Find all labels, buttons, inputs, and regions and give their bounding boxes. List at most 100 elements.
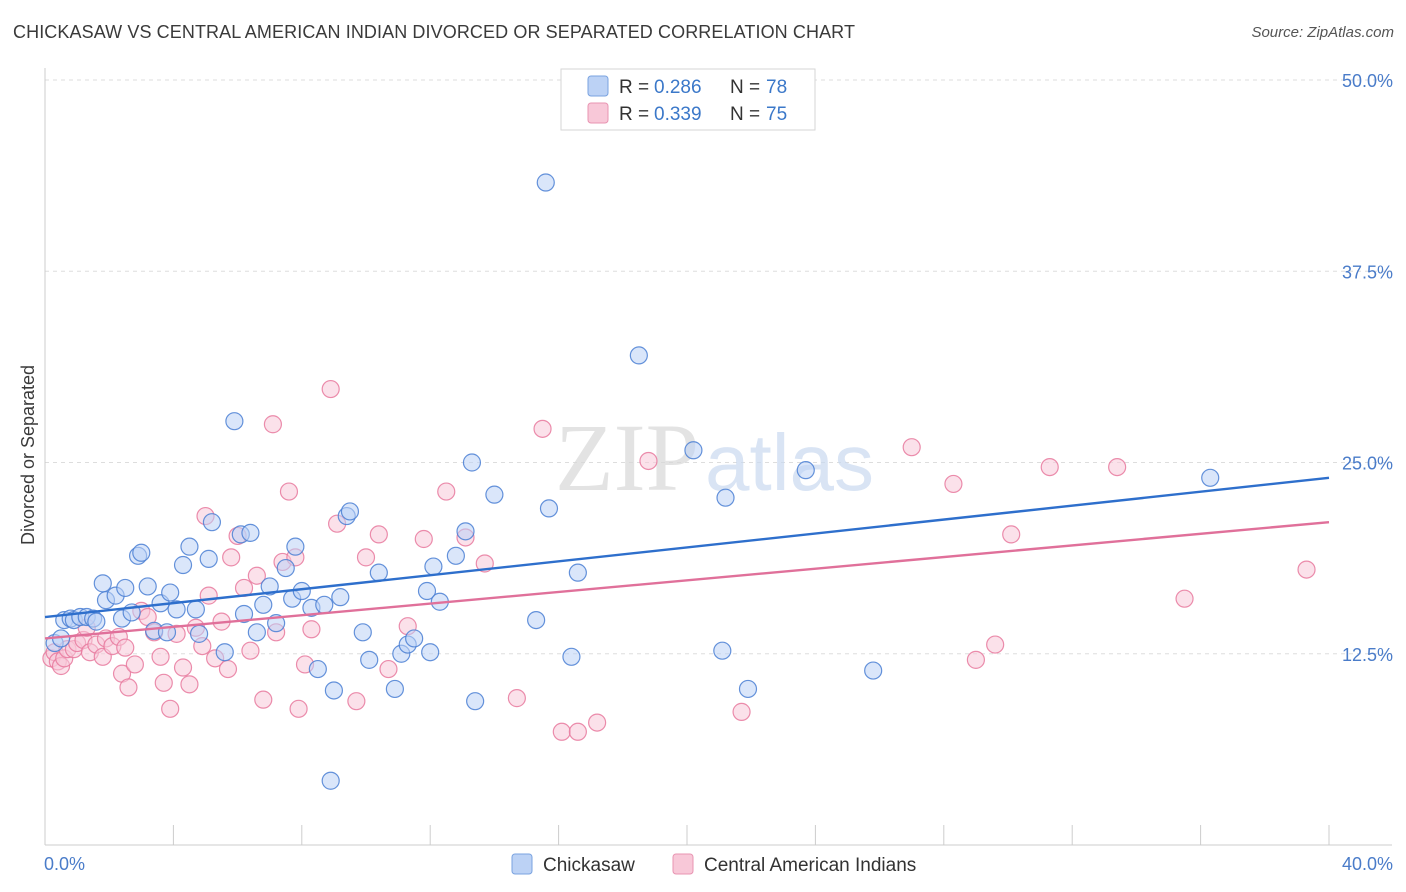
data-point [732, 702, 751, 721]
trend-line-blue [44, 476, 1330, 619]
y-tick-label: 25.0% [1342, 454, 1393, 474]
data-point [369, 563, 388, 582]
data-point [308, 659, 327, 679]
data-point [286, 537, 305, 556]
data-point [321, 379, 340, 399]
data-point [151, 647, 170, 666]
legend-r-label-2: R = [619, 104, 649, 125]
data-point [218, 659, 238, 679]
data-point [568, 563, 587, 582]
data-point [1175, 589, 1194, 608]
axes [44, 68, 1392, 846]
data-point [180, 537, 199, 556]
data-point [167, 600, 186, 619]
data-point [199, 586, 218, 605]
series-chickasaw [45, 173, 1220, 790]
data-point [324, 681, 343, 700]
data-point [173, 555, 193, 575]
legend-n-value-1: 78 [766, 77, 787, 98]
data-point [562, 647, 581, 666]
data-point [421, 643, 440, 662]
data-point [340, 502, 360, 521]
legend-swatch-pink [587, 102, 609, 124]
data-point [536, 173, 555, 192]
data-point [446, 546, 465, 565]
y-axis-label: Divorced or Separated [18, 365, 38, 545]
data-point [331, 588, 350, 607]
data-point [241, 523, 260, 542]
data-point [1297, 560, 1316, 579]
data-point [568, 722, 587, 741]
data-point [466, 692, 485, 711]
data-point [116, 638, 135, 657]
data-point [202, 513, 222, 532]
data-point [186, 600, 205, 619]
data-point [116, 578, 135, 598]
data-point [154, 673, 173, 692]
trend-lines [44, 476, 1330, 640]
data-point [347, 692, 366, 711]
data-point [533, 419, 552, 438]
data-point [161, 583, 180, 602]
data-point [414, 529, 433, 549]
legend-n-label-2: N = [730, 104, 760, 125]
data-point [507, 689, 526, 708]
legend-r-value-1: 0.286 [654, 77, 702, 98]
data-point [966, 650, 986, 669]
bottom-legend-chickasaw: Chickasaw [543, 855, 635, 876]
watermark: ZIP atlas [555, 404, 874, 511]
data-point [738, 679, 758, 699]
data-point [424, 557, 443, 576]
data-point [215, 643, 234, 662]
data-point [321, 771, 340, 790]
data-point [173, 658, 193, 677]
data-point [639, 451, 658, 471]
data-point [796, 461, 815, 480]
data-point [356, 548, 376, 567]
data-point [315, 595, 334, 614]
legend-r-value-2: 0.339 [654, 104, 702, 125]
bottom-legend-swatch-chickasaw [511, 853, 533, 875]
source-credit: Source: ZipAtlas.com [1251, 24, 1394, 41]
data-point [360, 650, 379, 669]
y-tick-label: 50.0% [1342, 71, 1393, 91]
data-point [902, 438, 921, 457]
y-tick-label: 12.5% [1342, 645, 1393, 665]
data-point [716, 488, 735, 507]
legend-n-label-1: N = [730, 77, 760, 98]
data-point [437, 482, 456, 501]
data-point [369, 525, 388, 544]
data-point [944, 474, 963, 494]
data-point [189, 624, 209, 643]
data-point [1002, 525, 1021, 544]
legend-n-value-2: 75 [766, 104, 787, 125]
data-point [417, 581, 437, 601]
data-point [119, 678, 138, 697]
data-point [864, 661, 883, 680]
data-point [247, 623, 266, 642]
data-point [629, 346, 648, 365]
data-point [279, 482, 299, 501]
data-point [552, 722, 571, 741]
x-tick-labels: 0.0% 40.0% [44, 854, 1393, 874]
data-point [485, 485, 504, 504]
bottom-legend: Chickasaw Central American Indians [511, 853, 916, 876]
data-point [588, 713, 607, 732]
data-point [260, 577, 279, 596]
bottom-legend-central-american-indians: Central American Indians [704, 855, 916, 876]
data-point [138, 577, 157, 596]
x-tick-label: 40.0% [1342, 854, 1393, 874]
watermark-atlas: atlas [705, 418, 874, 507]
legend-r-label-1: R = [619, 77, 649, 98]
data-point [405, 629, 424, 648]
data-point [684, 441, 703, 460]
x-tick-label: 0.0% [44, 854, 85, 874]
data-point [1108, 457, 1127, 477]
data-point [539, 499, 559, 518]
data-point [527, 610, 546, 630]
data-point [713, 641, 732, 660]
data-point [222, 548, 241, 567]
data-point [462, 453, 482, 472]
y-tick-label: 37.5% [1342, 262, 1393, 282]
